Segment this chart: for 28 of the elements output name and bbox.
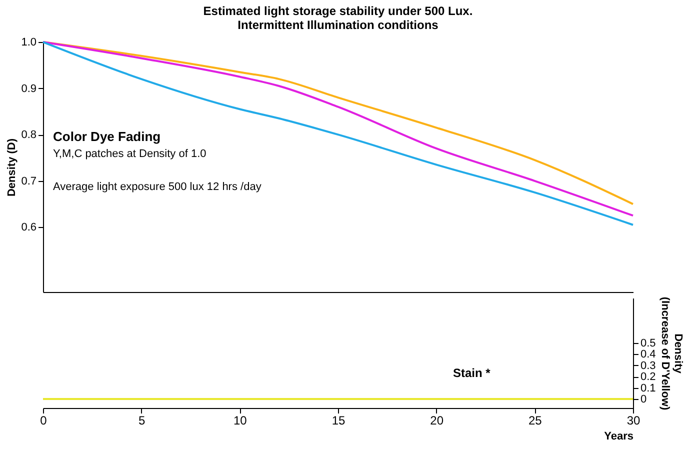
x-tick-label: 5: [138, 414, 146, 428]
y-tick-label: 0.9: [21, 82, 36, 95]
annotation: Y,M,C patches at Density of 1.0: [53, 148, 206, 160]
x-tick-label: 10: [233, 414, 248, 428]
text: Estimated light storage stability under 500 Lux.: [203, 4, 473, 18]
annotation: Color Dye Fading: [53, 129, 161, 144]
y-tick-label: 0.6: [21, 222, 36, 234]
text: Intermittent Illumination conditions: [238, 18, 438, 32]
y2-tick-label: 0: [640, 394, 647, 406]
x-tick-label: 15: [332, 414, 346, 428]
annotation: Average light exposure 500 lux 12 hrs /day: [53, 181, 262, 193]
annotation: Stain *: [453, 366, 491, 380]
y-axis-title: Density (D): [6, 138, 18, 197]
y-tick-label: 0.7: [21, 175, 36, 188]
x-axis-title: Years: [604, 430, 634, 442]
text: Density: [672, 334, 684, 374]
x-tick-label: 0: [40, 414, 48, 428]
y2-tick-label: 0.2: [640, 371, 656, 384]
y2-tick-label: 0.3: [640, 360, 656, 372]
x-tick-label: 30: [626, 414, 640, 428]
y2-tick-label: 0.5: [640, 337, 656, 350]
text: (Increase of D'Yellow): [658, 296, 671, 410]
x-tick-label: 25: [528, 414, 542, 428]
y-tick-label: 0.8: [21, 129, 36, 142]
y-tick-label: 1.0: [21, 36, 36, 48]
y2-tick-label: 0.1: [640, 382, 656, 394]
x-tick-label: 20: [430, 414, 444, 428]
y2-tick-label: 0.4: [640, 348, 656, 361]
